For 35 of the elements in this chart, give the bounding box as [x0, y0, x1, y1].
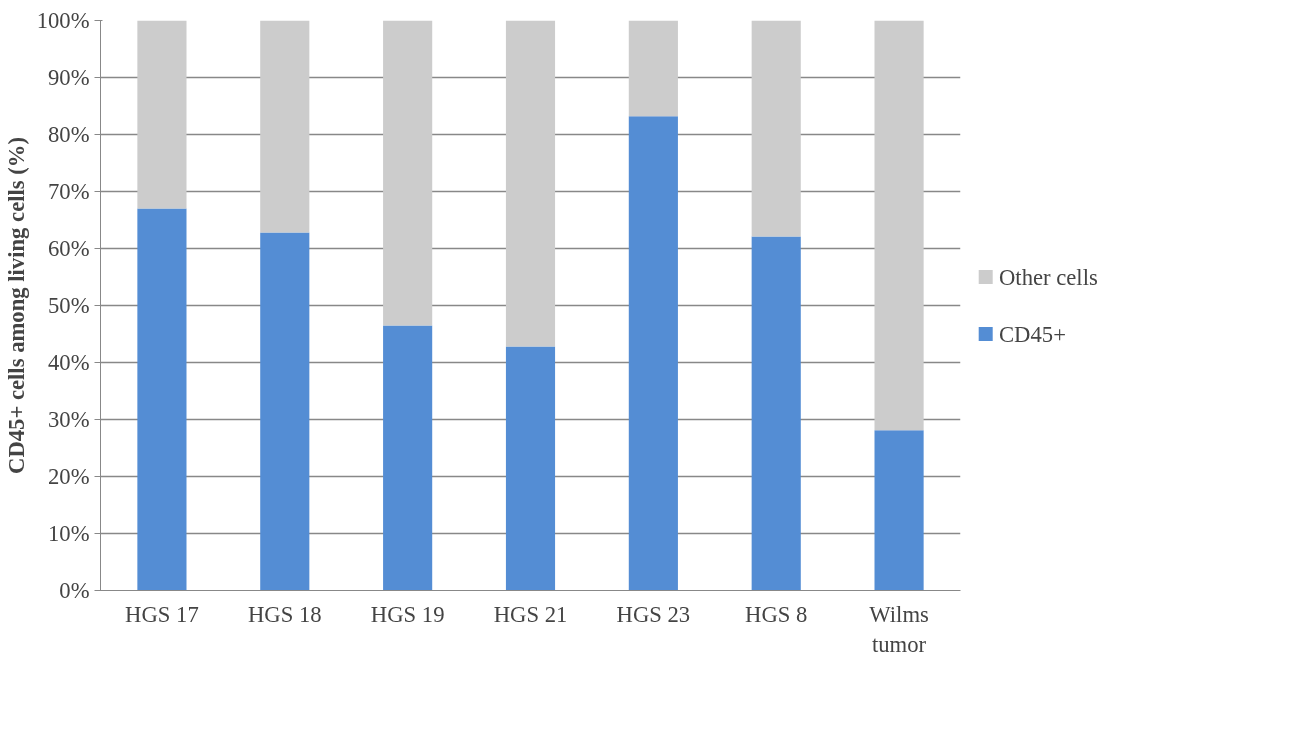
bar [137, 208, 187, 591]
y-tick-label: 90% [47, 65, 90, 90]
y-tick-label: 30% [47, 407, 90, 432]
bar [874, 430, 924, 591]
y-tick-label: 100% [36, 8, 90, 33]
y-tick-label: 70% [47, 179, 90, 204]
x-tick-label: HGS 21 [493, 601, 568, 627]
bar [260, 232, 310, 591]
bar [505, 20, 556, 347]
bar [137, 20, 187, 209]
x-tick-label: HGS 8 [745, 601, 808, 627]
bar [260, 20, 310, 233]
legend-label: Other cells [999, 264, 1098, 290]
bar [874, 20, 924, 431]
bar [751, 20, 801, 237]
y-tick-label: 80% [47, 122, 90, 147]
bar [751, 236, 801, 591]
bar [628, 116, 678, 591]
y-tick-label: 50% [47, 293, 90, 318]
bar [383, 325, 433, 591]
x-tick-label: HGS 17 [125, 601, 199, 627]
bar [505, 346, 556, 591]
y-tick-label: 20% [47, 464, 90, 489]
x-tick-label: HGS 19 [370, 601, 445, 627]
y-tick-label: 60% [47, 236, 90, 261]
bar [383, 20, 433, 326]
y-tick-label: 40% [47, 350, 90, 375]
legend-label: CD45+ [999, 321, 1066, 347]
y-axis-title: CD45+ cells among living cells (%) [3, 136, 29, 474]
bar [628, 20, 678, 117]
x-tick-label: Wilms tumor [869, 601, 929, 657]
y-tick-label: 10% [47, 521, 90, 546]
x-tick-label: HGS 23 [616, 601, 691, 627]
y-tick-label: 0% [59, 578, 90, 603]
x-tick-label: HGS 18 [247, 601, 322, 627]
